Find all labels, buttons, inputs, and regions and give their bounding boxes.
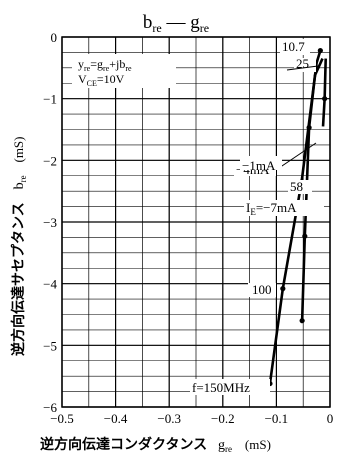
formula-box: [72, 54, 176, 88]
x-tick-label: −0.3: [157, 411, 181, 426]
data-point: [306, 125, 312, 131]
y-axis-label: 逆方向伝達サセプタンス bre (mS): [10, 137, 30, 356]
label-bg-100: [248, 283, 276, 297]
y-tick-label: −6: [43, 400, 57, 415]
x-tick-label: −0.5: [50, 411, 74, 426]
leader-4ma: [275, 142, 317, 171]
data-point: [299, 318, 305, 324]
chart-title: bre — gre: [143, 12, 209, 35]
label-bg-ie7: [244, 200, 324, 216]
formula-line-2: VCE=10V: [78, 72, 125, 88]
label-100: 100: [252, 282, 272, 297]
x-tick-labels: −0.5 −0.4 −0.3 −0.2 −0.1 0: [50, 411, 333, 426]
label-10-7: 10.7: [282, 39, 305, 54]
y-tick-label: −5: [43, 338, 57, 353]
label-ie-minus1: −1mA: [242, 158, 276, 173]
label-bg-f150: [190, 379, 270, 395]
y-tick-labels: 0 −1 −2 −3 −4 −5 −6: [43, 30, 57, 415]
annotations: 10.7 25 −4mA −1mA 58 100 f=150MHz IE=−7m…: [190, 39, 324, 395]
data-point: [317, 47, 323, 54]
formula-line-1: yre=gre+jbre: [78, 57, 132, 73]
leader-25: [286, 65, 319, 71]
label-ie-minus7: IE=−7mA: [246, 200, 297, 217]
y-tick-label: −2: [43, 153, 57, 168]
x-tick-label: −0.4: [104, 411, 128, 426]
x-tick-label: −0.2: [211, 411, 235, 426]
data-point: [302, 233, 308, 239]
y-tick-label: −3: [43, 215, 57, 230]
y-tick-label: −1: [43, 92, 57, 107]
data-point: [322, 96, 328, 102]
series-line-2: [321, 58, 328, 127]
data-point: [280, 286, 286, 292]
label-f-150mhz: f=150MHz: [192, 380, 250, 395]
label-bg-10-7: [280, 39, 310, 55]
plot-frame: [61, 36, 331, 408]
x-tick-label: 0: [327, 411, 334, 426]
x-axis-label: 逆方向伝達コンダクタンス gre (mS): [40, 436, 271, 456]
label-bg-1ma: [240, 156, 282, 170]
x-tick-label: −0.1: [265, 411, 289, 426]
label-58: 58: [290, 179, 303, 194]
y-tick-label: −4: [43, 277, 57, 292]
label-bg-58: [288, 180, 312, 194]
y-tick-label: 0: [51, 30, 58, 45]
